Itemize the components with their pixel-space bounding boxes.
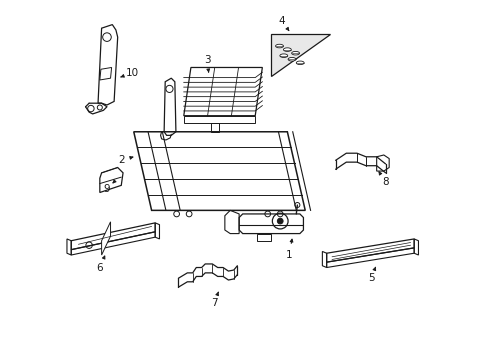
- Ellipse shape: [279, 54, 287, 58]
- Text: 10: 10: [125, 68, 138, 78]
- Circle shape: [277, 218, 283, 224]
- Text: 7: 7: [210, 298, 217, 308]
- Text: 3: 3: [203, 55, 210, 65]
- Text: 4: 4: [278, 16, 285, 26]
- Ellipse shape: [287, 58, 295, 61]
- Text: 6: 6: [96, 262, 103, 273]
- Ellipse shape: [275, 44, 283, 48]
- Polygon shape: [271, 33, 329, 76]
- Ellipse shape: [283, 48, 291, 51]
- Text: 8: 8: [382, 177, 388, 187]
- Text: 2: 2: [118, 156, 124, 165]
- Text: 9: 9: [103, 184, 110, 194]
- Ellipse shape: [296, 61, 304, 64]
- Text: 5: 5: [367, 273, 374, 283]
- Polygon shape: [102, 222, 110, 255]
- Ellipse shape: [291, 51, 299, 55]
- Text: 1: 1: [285, 250, 292, 260]
